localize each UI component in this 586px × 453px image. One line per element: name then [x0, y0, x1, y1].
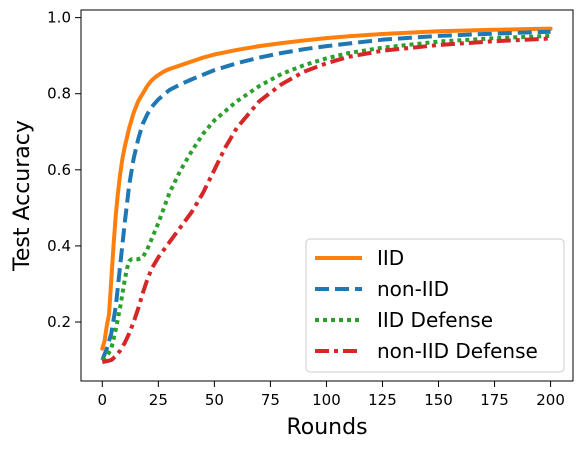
x-tick-label: 150	[424, 391, 453, 409]
legend-label: non-IID Defense	[377, 339, 538, 363]
legend: IID non-IID IID Defense non-IID Defense	[305, 238, 565, 373]
series-line-iid	[100, 26, 553, 351]
legend-label: IID	[377, 246, 404, 270]
y-tick-label: 0.4	[47, 237, 71, 255]
series-line-iid-defense	[100, 33, 551, 362]
plot-frame	[80, 9, 574, 382]
legend-box	[305, 238, 565, 373]
x-tick-label: 100	[312, 391, 341, 409]
series-line-non-iid-defense	[101, 36, 551, 364]
x-tick-label: 200	[536, 391, 565, 409]
x-tick-label: 0	[98, 391, 108, 409]
y-tick-label: 0.8	[47, 85, 71, 103]
y-tick-label: 1.0	[47, 9, 71, 27]
x-tick-label: 50	[205, 391, 224, 409]
y-axis-ticks: 0.2 0.4 0.6 0.8 1.0	[47, 9, 81, 331]
legend-label: non-IID	[377, 277, 449, 301]
series-layer	[100, 26, 553, 364]
x-tick-label: 175	[480, 391, 509, 409]
x-tick-label: 25	[149, 391, 168, 409]
x-tick-label: 75	[261, 391, 280, 409]
legend-label: IID Defense	[377, 308, 493, 332]
y-tick-label: 0.2	[47, 313, 71, 331]
x-axis-ticks: 0 25 50 75 100 125 150 175 200	[98, 381, 565, 409]
x-axis-label: Rounds	[286, 415, 367, 440]
x-tick-label: 125	[368, 391, 397, 409]
series-line-non-iid	[100, 29, 551, 361]
y-axis-label: Test Accuracy	[10, 120, 35, 272]
y-tick-label: 0.6	[47, 161, 71, 179]
